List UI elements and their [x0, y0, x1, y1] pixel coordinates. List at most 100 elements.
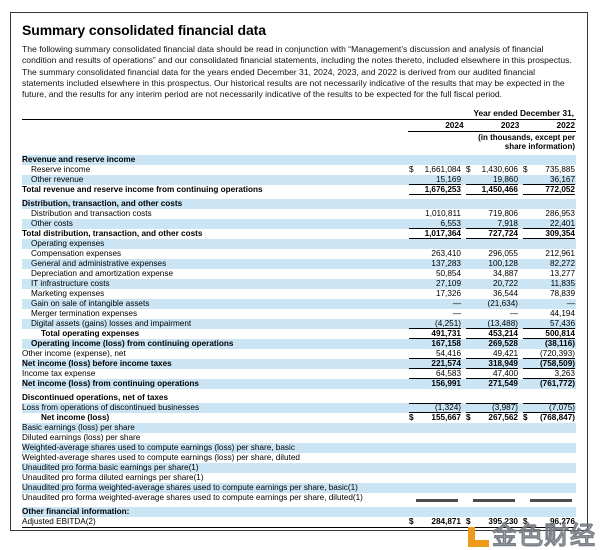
amount: 64,583 [435, 368, 461, 378]
row-label: Other revenue [31, 175, 84, 185]
value-cell: $1,661,084 [409, 165, 461, 175]
value-cell: 34,887 [466, 269, 518, 279]
row-label: Basic earnings (loss) per share [22, 423, 135, 433]
table-row: Other revenue 15,169 19,860 36,167 [22, 174, 576, 185]
amount: 50,854 [435, 269, 461, 279]
table-row: Revenue and reserve income [22, 154, 576, 165]
value-cell: 7,918 [466, 219, 518, 229]
amount: 286,953 [545, 209, 575, 219]
row-label: Diluted earnings (loss) per share [22, 433, 141, 443]
currency-symbol: $ [409, 517, 414, 527]
row-label: Loss from operations of discontinued bus… [22, 403, 200, 413]
amount: 13,277 [549, 269, 575, 279]
value-cell [523, 483, 575, 493]
table-row: Loss from operations of discontinued bus… [22, 402, 576, 413]
value-cell: 1,450,466 [466, 185, 518, 195]
value-cell: 221,574 [409, 359, 461, 369]
value-cell: 309,354 [523, 229, 575, 239]
row-label: Operating income (loss) from continuing … [31, 339, 234, 349]
amount: 7,918 [497, 218, 519, 228]
table-row: Income tax expense 64,583 47,400 3,263 [22, 369, 576, 379]
value-cell: 727,724 [466, 229, 518, 239]
table-row: Reserve income $1,661,084 $1,430,606 $735,8… [22, 165, 576, 175]
value-cell [409, 483, 461, 493]
amount: 271,549 [488, 379, 518, 389]
value-cell: 82,272 [523, 259, 575, 269]
value-cell: 263,410 [409, 249, 461, 259]
row-label: Unaudited pro forma weighted-average sha… [22, 493, 363, 503]
table-row: Digital assets (gains) losses and impair… [22, 318, 576, 329]
table-row: Total revenue and reserve income from co… [22, 185, 576, 195]
row-label: Marketing expenses [31, 289, 105, 299]
value-cell: (758,509) [523, 359, 575, 369]
amount: — [452, 309, 461, 319]
value-cell [409, 239, 461, 249]
table-row: Diluted earnings (loss) per share [22, 433, 576, 443]
value-cell: — [409, 299, 461, 309]
row-label: Depreciation and amortization expense [31, 269, 174, 279]
table-row: Marketing expenses 17,326 36,544 78,839 [22, 289, 576, 299]
row-label: Merger termination expenses [31, 309, 138, 319]
value-cell: 719,806 [466, 209, 518, 219]
value-cell [523, 507, 575, 517]
value-cell: 1,010,811 [409, 209, 461, 219]
currency-symbol: $ [523, 517, 528, 527]
year-column-2022: 2022 [556, 120, 575, 131]
amount: 1,430,606 [481, 165, 518, 175]
value-cell [466, 239, 518, 249]
amount: 221,574 [431, 358, 461, 368]
amount: 100,128 [488, 259, 518, 269]
year-column-2023: 2023 [500, 120, 520, 131]
row-label: Unaudited pro forma diluted earnings per… [22, 473, 204, 483]
row-label: Other costs [31, 219, 73, 229]
value-cell: $155,667 [409, 413, 461, 423]
amount: (4,251) [435, 318, 461, 328]
value-cell: (1,324) [409, 402, 461, 413]
value-cell: 17,326 [409, 289, 461, 299]
value-cell: (13,488) [466, 319, 518, 329]
table-header: Year ended December 31, 2024 2023 2022 (… [22, 108, 576, 152]
row-label: Discontinued operations, net of taxes [22, 393, 169, 403]
amount: 1,676,253 [424, 184, 461, 194]
value-cell: 11,835 [523, 279, 575, 289]
row-label: Adjusted EBITDA(2) [22, 517, 96, 527]
amount: 36,167 [549, 174, 575, 184]
value-cell: 44,194 [523, 309, 575, 319]
table-row: Discontinued operations, net of taxes [22, 393, 576, 403]
value-cell: 64,583 [409, 369, 461, 379]
row-label: IT infrastructure costs [31, 279, 110, 289]
value-cell: 271,549 [466, 379, 518, 389]
value-cell [523, 433, 575, 443]
amount: (768,847) [539, 413, 575, 423]
value-cell [466, 433, 518, 443]
value-cell [466, 453, 518, 463]
value-cell: (3,987) [466, 402, 518, 413]
table-row: Unaudited pro forma diluted earnings per… [22, 473, 576, 483]
row-label: Distribution, transaction, and other cos… [22, 199, 183, 209]
row-label: Total operating expenses [41, 329, 140, 339]
value-cell [523, 473, 575, 483]
amount: 318,949 [488, 358, 518, 368]
amount: 47,400 [492, 368, 518, 378]
value-cell: $284,871 [409, 517, 461, 527]
value-cell: 212,961 [523, 249, 575, 259]
value-cell: 15,169 [409, 175, 461, 185]
currency-symbol: $ [466, 517, 471, 527]
value-cell: (7,075) [523, 402, 575, 413]
table-row: Operating expenses [22, 238, 576, 249]
intro-paragraph: The following summary consolidated finan… [22, 44, 572, 99]
amount: 96,276 [549, 517, 575, 527]
value-cell: 1,017,364 [409, 229, 461, 239]
table-row: Weighted-average shares used to compute … [22, 453, 576, 463]
blank-value-bar [473, 499, 515, 502]
table-row: Other costs 6,553 7,918 22,401 [22, 218, 576, 229]
amount: 34,887 [492, 269, 518, 279]
amount: 1,010,811 [425, 209, 461, 219]
value-cell [409, 443, 461, 453]
amount: — [509, 309, 518, 319]
amount: 27,109 [435, 279, 461, 289]
value-cell: 50,854 [409, 269, 461, 279]
table-row: Merger termination expenses — — 44,194 [22, 309, 576, 319]
value-cell: 772,052 [523, 185, 575, 195]
row-label: Operating expenses [31, 239, 105, 249]
